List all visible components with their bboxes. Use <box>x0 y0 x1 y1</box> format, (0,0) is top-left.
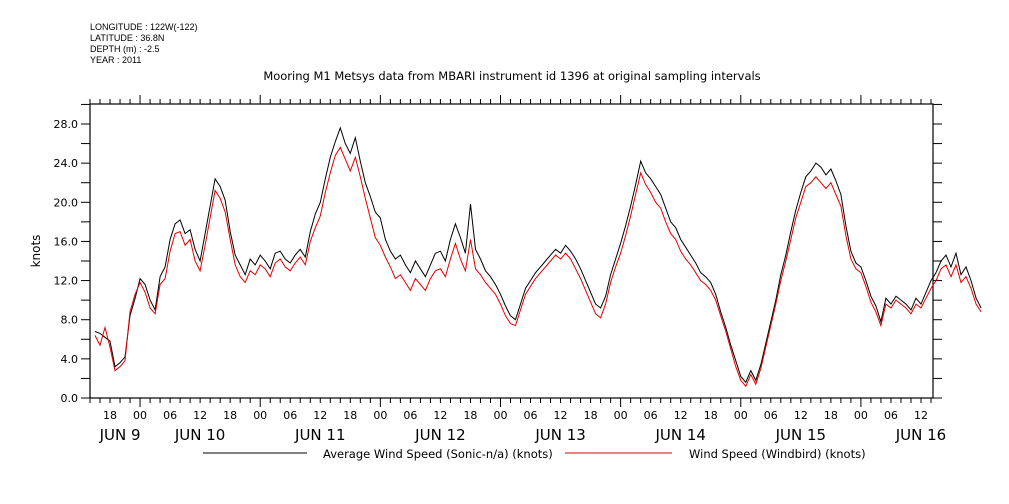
x-tick-label: 12 <box>433 409 447 422</box>
plot-frame <box>89 103 934 399</box>
y-tick-label: 24.0 <box>54 157 79 170</box>
x-tick-label: 00 <box>133 409 147 422</box>
x-tick-label: 12 <box>914 409 928 422</box>
x-tick-label: 00 <box>493 409 507 422</box>
day-label: JUN 16 <box>895 426 946 444</box>
x-tick-label: 12 <box>554 409 568 422</box>
x-tick-label: 18 <box>223 409 237 422</box>
x-tick-label: 12 <box>794 409 808 422</box>
series-line-windbird <box>94 146 982 388</box>
x-tick-labels: 18 00 06 12 18 00 06 12 18 00 06 12 18 00 06 12 18 00 06 12… <box>103 409 928 422</box>
x-tick-label: 18 <box>584 409 598 422</box>
day-label: JUN 12 <box>414 426 465 444</box>
legend-label-sonic: Average Wind Speed (Sonic-n/a) (knots) <box>323 447 553 461</box>
x-tick-label: 18 <box>343 409 357 422</box>
x-tick-label: 06 <box>403 409 417 422</box>
day-label: JUN 14 <box>654 426 705 444</box>
x-tick-label: 06 <box>764 409 778 422</box>
x-tick-label: 06 <box>163 409 177 422</box>
x-tick-label: 06 <box>524 409 538 422</box>
series-line-sonic <box>94 126 982 384</box>
x-tick-label: 00 <box>253 409 267 422</box>
legend-label-windbird: Wind Speed (Windbird) (knots) <box>689 447 866 461</box>
x-tick-label: 12 <box>674 409 688 422</box>
series-lines <box>94 126 982 388</box>
y-axis-label: knots <box>29 235 43 268</box>
x-tick-label: 18 <box>824 409 838 422</box>
day-label: JUN 15 <box>775 426 826 444</box>
y-tick-label: 16.0 <box>54 235 79 248</box>
day-label: JUN 11 <box>294 426 345 444</box>
y-tick-label: 20.0 <box>54 196 79 209</box>
x-tick-label: 00 <box>373 409 387 422</box>
x-tick-label: 00 <box>614 409 628 422</box>
day-label: JUN 9 <box>99 426 141 444</box>
x-tick-label: 00 <box>734 409 748 422</box>
depth-label: DEPTH (m) : -2.5 <box>90 44 160 54</box>
y-tick-label: 4.0 <box>61 353 79 366</box>
x-tick-label: 18 <box>463 409 477 422</box>
x-tick-label: 06 <box>884 409 898 422</box>
y-tick-labels: 0.0 4.0 8.0 12.0 16.0 20.0 24.0 28.0 <box>54 118 79 405</box>
x-tick-label: 06 <box>644 409 658 422</box>
x-tick-label: 00 <box>854 409 868 422</box>
x-tick-label: 12 <box>193 409 207 422</box>
day-label: JUN 13 <box>534 426 585 444</box>
x-tick-label: 06 <box>283 409 297 422</box>
x-tick-label: 18 <box>704 409 718 422</box>
longitude-label: LONGITUDE : 122W(-122) <box>90 22 198 32</box>
y-tick-label: 0.0 <box>61 392 79 405</box>
y-tick-label: 28.0 <box>54 118 79 131</box>
day-labels: JUN 9 JUN 10 JUN 11 JUN 12 JUN 13 JUN 14 JUN 1… <box>99 426 947 444</box>
x-tick-label: 18 <box>103 409 117 422</box>
chart-title: Mooring M1 Metsys data from MBARI instru… <box>263 69 760 83</box>
day-label: JUN 10 <box>174 426 225 444</box>
latitude-label: LATITUDE : 36.8N <box>90 33 164 43</box>
year-label: YEAR : 2011 <box>90 55 141 65</box>
x-tick-label: 12 <box>313 409 327 422</box>
y-tick-label: 12.0 <box>54 275 79 288</box>
legend: Average Wind Speed (Sonic-n/a) (knots) W… <box>203 447 866 461</box>
y-tick-label: 8.0 <box>61 314 79 327</box>
axis-ticks <box>81 95 942 407</box>
